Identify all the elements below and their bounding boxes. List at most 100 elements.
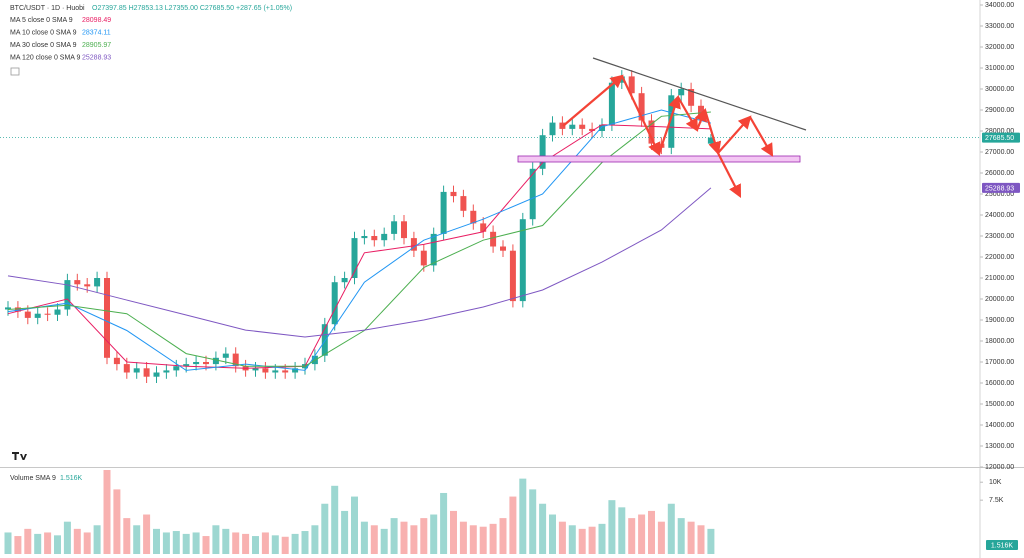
volume-bar <box>380 528 388 554</box>
candle-body <box>104 277 110 358</box>
volume-bar <box>192 532 200 554</box>
volume-bar <box>648 510 655 554</box>
candle-body <box>490 231 497 247</box>
annotations <box>517 57 807 198</box>
volume-bar <box>202 536 210 554</box>
candle-body <box>232 353 239 367</box>
candle-body <box>282 370 289 373</box>
candle-body <box>163 370 170 373</box>
volume-bar <box>469 525 477 554</box>
legend-value: 28098.49 <box>82 17 111 24</box>
candle-body <box>539 135 546 169</box>
legend-value: 28374.11 <box>82 29 111 36</box>
candle-body <box>638 93 645 121</box>
candle-body <box>668 95 675 148</box>
volume-bar <box>707 528 715 554</box>
candle-body <box>648 120 655 144</box>
legend: MA 5 close 0 SMA 9 28098.49 MA 10 close 0 … <box>10 17 111 76</box>
candle-body <box>292 368 299 373</box>
candle-body <box>381 233 388 241</box>
volume-sma-tag-label: 1.516K <box>991 542 1014 549</box>
y-tick-label: 27000.00 <box>985 149 1014 156</box>
volume-title: Volume SMA 9 <box>10 475 56 482</box>
symbol-title: BTC/USDT · 1D · Huobi <box>10 5 85 12</box>
y-tick-label: 22000.00 <box>985 254 1014 261</box>
volume-bar <box>608 500 616 554</box>
volume-bar <box>410 525 418 554</box>
candle-body <box>24 311 31 318</box>
candle-body <box>599 124 605 131</box>
candle-body <box>579 124 586 129</box>
volume-bar <box>509 496 517 554</box>
y-tick-label: 12000.00 <box>985 464 1014 471</box>
volume-bar <box>697 525 705 554</box>
volume-bar <box>370 525 378 554</box>
y-tick-label: 18000.00 <box>985 338 1014 345</box>
candle-body <box>113 357 120 365</box>
volume-bar <box>162 532 170 554</box>
support-zone <box>517 155 801 163</box>
candle-body <box>222 353 229 358</box>
candle-body <box>569 124 576 129</box>
volume-bar <box>34 533 42 554</box>
ma-line <box>7 109 712 371</box>
arrow <box>621 75 661 156</box>
candle-body <box>34 313 41 318</box>
volume-bar <box>440 492 448 554</box>
volume-bar <box>489 523 497 554</box>
y-tick-label: 14000.00 <box>985 422 1014 429</box>
candle-body <box>440 191 447 234</box>
y-tick-label: 15000.00 <box>985 401 1014 408</box>
volume-sma-tag <box>986 540 1018 550</box>
volume-bar <box>390 518 398 554</box>
candle-body <box>519 219 526 302</box>
arrow <box>717 115 752 154</box>
candle-body <box>14 307 21 312</box>
volume-bar <box>83 532 91 554</box>
legend-label: MA 10 close 0 SMA 9 <box>10 29 77 36</box>
volume-bar <box>252 536 259 554</box>
candle-body <box>430 233 437 266</box>
volume-bar <box>657 521 665 554</box>
volume-bar <box>420 518 428 554</box>
volume-bar <box>301 531 309 554</box>
volume-bar <box>153 528 160 554</box>
volume-tick-label: 10K <box>989 479 1002 486</box>
arrow <box>717 152 742 198</box>
candle-body <box>509 250 516 302</box>
tv-logo <box>12 452 27 460</box>
y-tick-label: 30000.00 <box>985 86 1014 93</box>
volume-bar <box>331 485 339 554</box>
candle-body <box>480 223 487 232</box>
candle-body <box>143 368 150 377</box>
volume-bar <box>242 533 250 554</box>
arrow <box>703 109 722 156</box>
y-tick-label: 31000.00 <box>985 65 1014 72</box>
y-tick-label: 19000.00 <box>985 317 1014 324</box>
volume-bar <box>341 510 349 554</box>
volume-bar <box>529 489 537 554</box>
y-tick-label: 29000.00 <box>985 107 1014 114</box>
candle-body <box>54 309 61 315</box>
volume-bar <box>321 503 329 554</box>
volume-bar <box>549 514 556 554</box>
price-tag-label: 27685.50 <box>985 135 1014 142</box>
header: BTC/USDT · 1D · Huobi O27397.85 H27853.1… <box>10 5 292 12</box>
y-tick-label: 32000.00 <box>985 44 1014 51</box>
volume-bar <box>4 532 12 554</box>
legend-value: 28905.97 <box>82 42 111 49</box>
candle-body <box>212 357 219 365</box>
candle-body <box>410 238 417 251</box>
candle-body <box>94 277 101 287</box>
arrow <box>657 94 681 155</box>
volume-bar <box>93 525 101 554</box>
candle-body <box>608 82 615 125</box>
volume-bar <box>430 514 438 554</box>
candle-body <box>529 168 536 220</box>
volume-bar <box>261 532 269 554</box>
y-tick-label: 24000.00 <box>985 212 1014 219</box>
volume-bar <box>558 521 566 554</box>
candle-body <box>123 364 130 373</box>
legend-label: MA 5 close 0 SMA 9 <box>10 17 73 24</box>
